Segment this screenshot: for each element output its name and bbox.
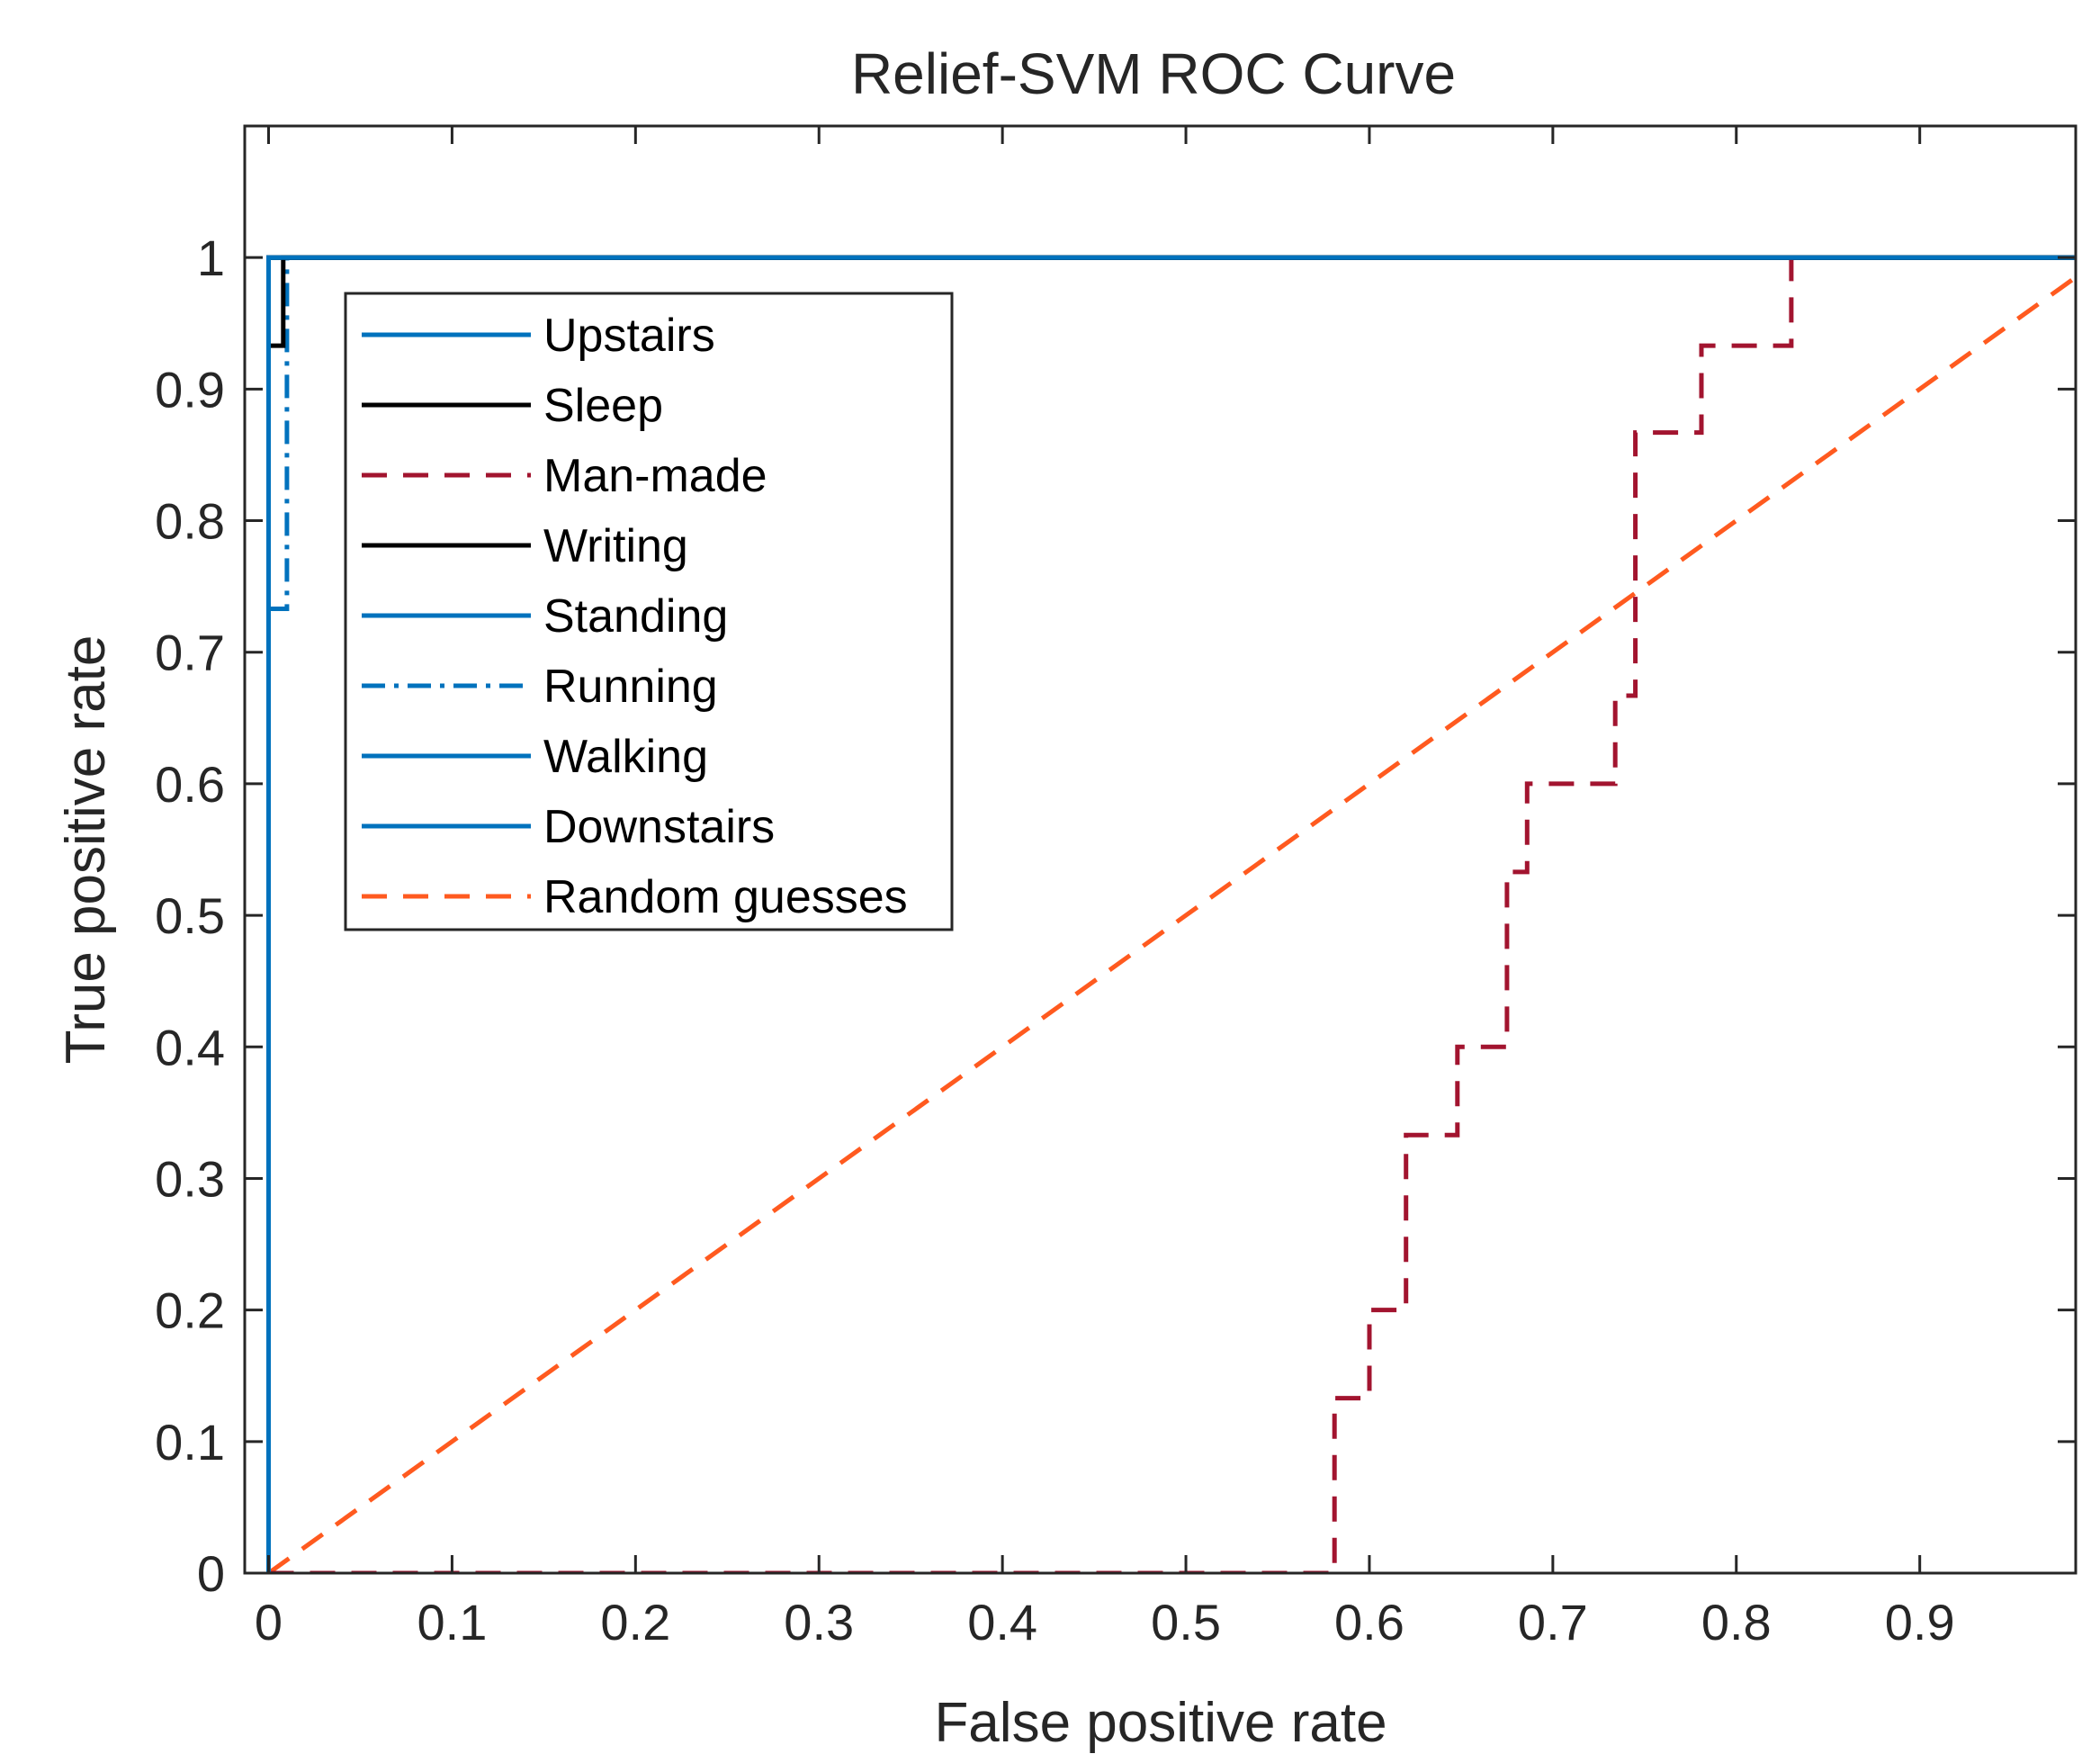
y-tick-label: 0 [197, 1545, 225, 1602]
x-tick-label: 0.9 [1885, 1594, 1955, 1651]
legend-entry-walking: Walking [362, 731, 708, 783]
legend-entry-upstairs: Upstairs [362, 310, 715, 362]
y-tick-label: 0.5 [155, 887, 225, 944]
legend-label: Standing [543, 590, 728, 643]
y-tick-label: 0.4 [155, 1019, 225, 1075]
y-tick-label: 0.3 [155, 1150, 225, 1207]
y-tick-label: 0.9 [155, 361, 225, 418]
legend-label: Man-made [543, 450, 767, 502]
x-tick-label: 0.6 [1334, 1594, 1404, 1651]
y-tick-label: 0.1 [155, 1414, 225, 1471]
legend: Upstairs Sleep Man-made Writing Standing Runn… [344, 292, 954, 931]
y-tick-label: 1 [197, 229, 225, 286]
x-tick-label: 0.8 [1701, 1594, 1772, 1651]
y-axis-label: True positive rate [55, 635, 117, 1065]
x-tick-label: 0.1 [417, 1594, 487, 1651]
chart-title: Relief-SVM ROC Curve [851, 41, 1456, 106]
ticks-layer: 0 0.1 0.2 0.3 0.4 0.5 0.6 0.7 0.8 0.9 0 0.1 0.2 0.3 0.… [155, 126, 2076, 1651]
legend-label: Downstairs [543, 801, 775, 853]
series-layer [266, 255, 2076, 1573]
legend-entry-standing: Standing [362, 590, 728, 643]
legend-entries: Upstairs Sleep Man-made Writing Standing Runn… [362, 310, 908, 923]
legend-entry-running: Running [362, 661, 718, 713]
x-tick-label: 0.7 [1518, 1594, 1588, 1651]
legend-entry-man-made: Man-made [362, 450, 767, 502]
legend-entry-sleep: Sleep [362, 380, 663, 432]
y-tick-label: 0.2 [155, 1282, 225, 1339]
legend-entry-writing: Writing [362, 520, 688, 572]
legend-label: Walking [543, 731, 708, 783]
y-tick-label: 0.6 [155, 756, 225, 813]
x-tick-label: 0.4 [967, 1594, 1037, 1651]
x-tick-label: 0.3 [784, 1594, 854, 1651]
x-tick-label: 0.2 [600, 1594, 670, 1651]
legend-entry-downstairs: Downstairs [362, 801, 775, 853]
x-tick-label: 0 [255, 1594, 283, 1651]
series-line-upstairs [266, 255, 2076, 1573]
legend-label: Random guesses [543, 871, 908, 923]
legend-label: Running [543, 661, 718, 713]
legend-label: Upstairs [543, 310, 715, 362]
legend-entry-random-guesses: Random guesses [362, 871, 908, 923]
legend-box [344, 292, 954, 931]
y-tick-label: 0.7 [155, 625, 225, 681]
series-line-man-made [268, 257, 1794, 1573]
legend-label: Sleep [543, 380, 663, 432]
plot-area-frame [243, 124, 2078, 1575]
y-tick-label: 0.8 [155, 493, 225, 550]
legend-label: Writing [543, 520, 688, 572]
x-axis-label: False positive rate [934, 1692, 1387, 1754]
x-tick-label: 0.5 [1151, 1594, 1221, 1651]
